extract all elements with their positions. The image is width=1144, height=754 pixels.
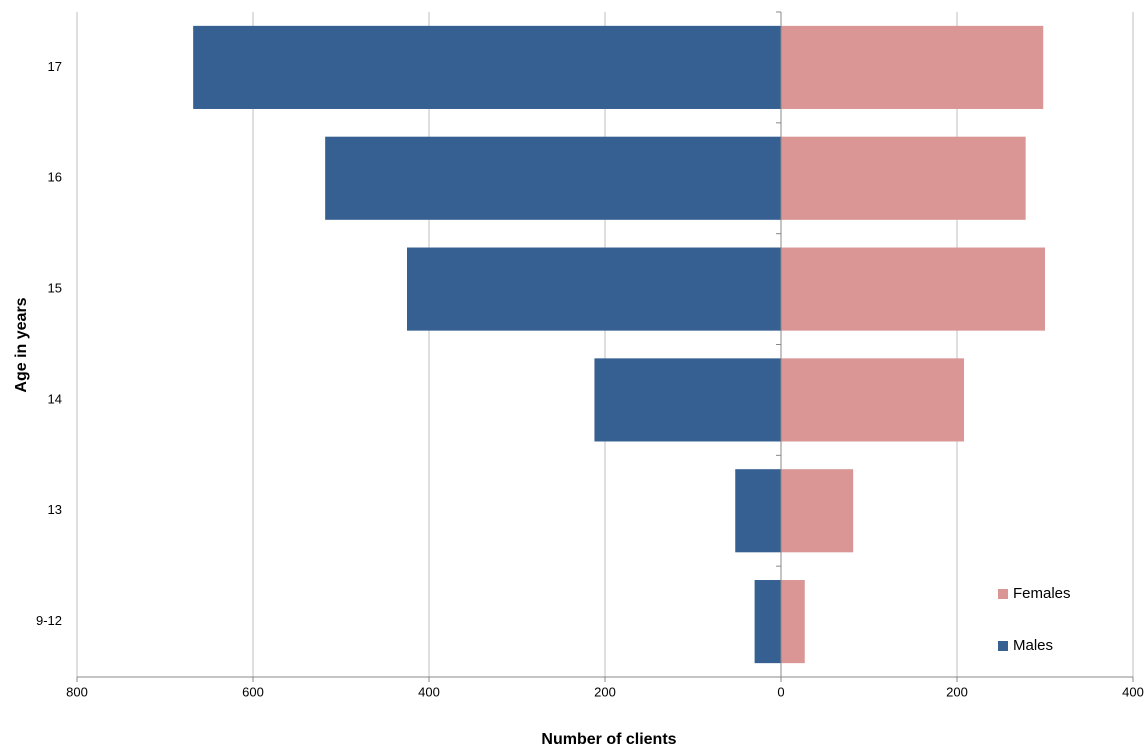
legend-label: Females <box>1013 585 1071 602</box>
x-tick-label: 0 <box>777 684 784 699</box>
x-tick-label: 400 <box>1122 684 1144 699</box>
x-tick-label: 600 <box>242 684 264 699</box>
legend-swatch <box>998 589 1008 599</box>
x-tick-label: 200 <box>594 684 616 699</box>
bar <box>735 469 781 553</box>
x-tick-label: 200 <box>946 684 968 699</box>
bar <box>754 580 781 664</box>
legend-swatch <box>998 641 1008 651</box>
bar <box>781 580 805 664</box>
y-tick-label: 9-12 <box>36 613 62 628</box>
y-tick-label: 13 <box>48 502 62 517</box>
bar <box>781 25 1044 109</box>
bar <box>193 25 781 109</box>
y-axis-title: Age in years <box>13 297 30 392</box>
x-axis-title: Number of clients <box>541 731 676 748</box>
bar <box>781 247 1045 331</box>
y-tick-label: 16 <box>48 170 62 185</box>
bar <box>407 247 781 331</box>
x-tick-label: 800 <box>66 684 88 699</box>
bar <box>781 358 965 442</box>
y-tick-label: 14 <box>48 391 62 406</box>
y-tick-label: 15 <box>48 281 62 296</box>
bar <box>594 358 781 442</box>
x-tick-label: 400 <box>418 684 440 699</box>
legend-label: Males <box>1013 637 1053 654</box>
bar <box>781 469 854 553</box>
bar <box>781 136 1026 220</box>
y-tick-label: 17 <box>48 59 62 74</box>
bar <box>325 136 781 220</box>
